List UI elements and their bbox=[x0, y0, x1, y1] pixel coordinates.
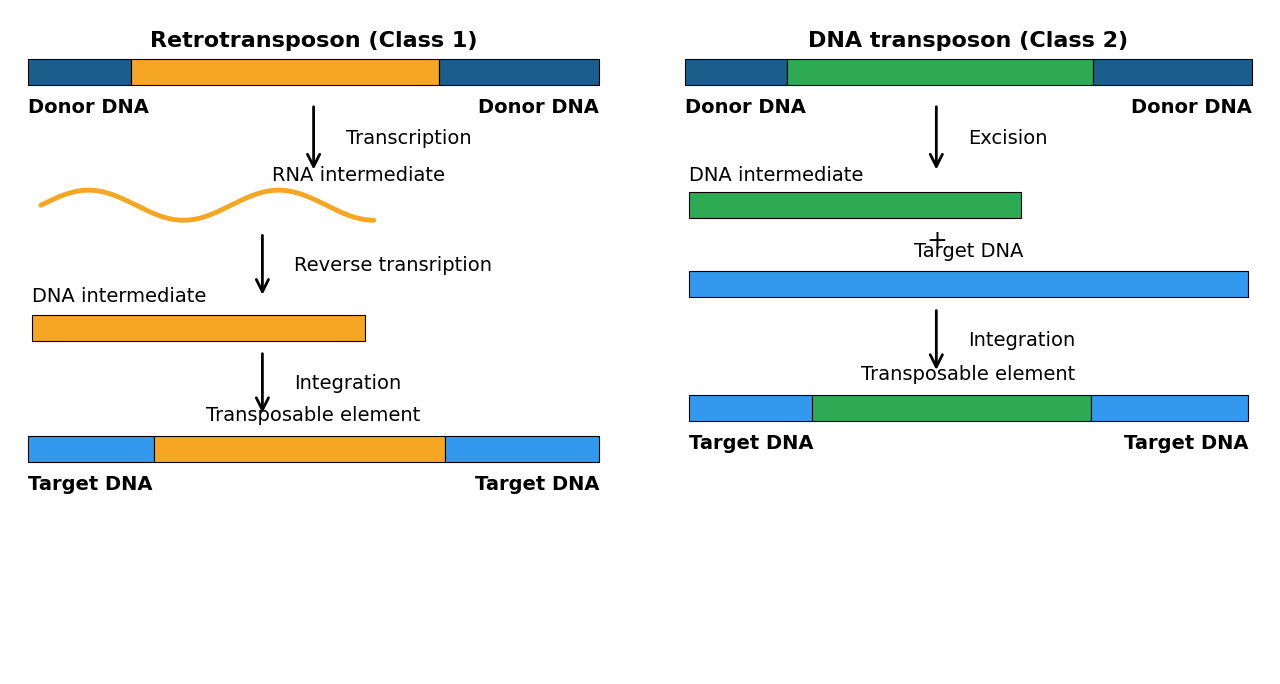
Bar bbox=[689, 192, 1021, 218]
Text: Target DNA: Target DNA bbox=[689, 434, 813, 453]
Text: Donor DNA: Donor DNA bbox=[28, 98, 148, 118]
Text: Integration: Integration bbox=[294, 374, 402, 393]
Text: +: + bbox=[925, 228, 947, 253]
Bar bbox=[28, 59, 131, 85]
Text: Transposable element: Transposable element bbox=[861, 365, 1075, 384]
Bar bbox=[154, 436, 445, 462]
Bar bbox=[1093, 59, 1252, 85]
Bar bbox=[685, 59, 787, 85]
Text: Transcription: Transcription bbox=[346, 129, 471, 148]
Text: Retrotransposon (Class 1): Retrotransposon (Class 1) bbox=[150, 31, 477, 51]
Bar bbox=[1092, 395, 1248, 421]
Text: Donor DNA: Donor DNA bbox=[479, 98, 599, 118]
Bar bbox=[439, 59, 599, 85]
Bar bbox=[689, 271, 1248, 297]
Text: Transposable element: Transposable element bbox=[206, 406, 421, 425]
Bar bbox=[131, 59, 439, 85]
Text: RNA intermediate: RNA intermediate bbox=[271, 166, 445, 185]
Text: Target DNA: Target DNA bbox=[914, 242, 1023, 261]
Text: Target DNA: Target DNA bbox=[28, 475, 152, 494]
Text: Target DNA: Target DNA bbox=[1124, 434, 1248, 453]
Text: DNA transposon (Class 2): DNA transposon (Class 2) bbox=[808, 31, 1129, 51]
Bar bbox=[787, 59, 1093, 85]
Text: Reverse transription: Reverse transription bbox=[294, 256, 493, 274]
Text: Integration: Integration bbox=[968, 331, 1075, 350]
Bar bbox=[32, 315, 365, 341]
Text: Excision: Excision bbox=[968, 129, 1048, 148]
Text: DNA intermediate: DNA intermediate bbox=[32, 287, 206, 306]
Bar bbox=[445, 436, 599, 462]
Text: Donor DNA: Donor DNA bbox=[685, 98, 805, 118]
Bar bbox=[28, 436, 154, 462]
Bar bbox=[689, 395, 812, 421]
Bar bbox=[812, 395, 1092, 421]
Text: DNA intermediate: DNA intermediate bbox=[689, 166, 863, 185]
Text: Donor DNA: Donor DNA bbox=[1132, 98, 1252, 118]
Text: Target DNA: Target DNA bbox=[475, 475, 599, 494]
